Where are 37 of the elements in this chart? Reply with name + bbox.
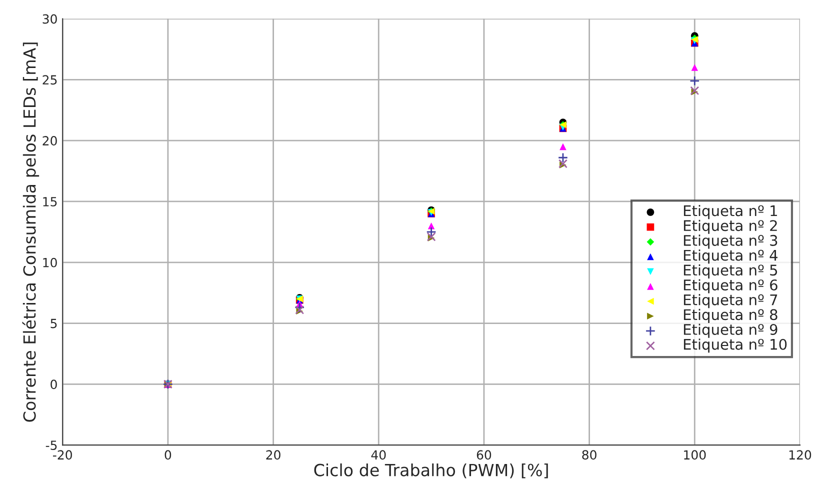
- x-axis-title: Ciclo de Trabalho (PWM) [%]: [314, 463, 548, 478]
- y-tick-label: 10: [43, 258, 57, 268]
- legend-label: Etiqueta nº 6: [684, 279, 778, 294]
- y-tick-label: 25: [42, 75, 57, 85]
- point: [560, 143, 566, 150]
- point: [558, 159, 568, 168]
- x-tick-label: 60: [476, 450, 492, 460]
- y-tick-label: 0: [50, 380, 57, 390]
- y-tick-label: 5: [50, 318, 57, 328]
- legend-label: Etiqueta nº 10: [684, 338, 787, 353]
- x-tick-label: 100: [684, 450, 706, 460]
- legend-label: Etiqueta nº 8: [684, 308, 778, 323]
- legend-label: Etiqueta nº 3: [684, 234, 778, 249]
- y-tick-label: 30: [42, 14, 57, 24]
- legend-label: Etiqueta nº 9: [684, 324, 778, 338]
- x-tick-label: 20: [266, 450, 280, 460]
- y-tick-label: 15: [43, 197, 57, 206]
- x-tick-label: 40: [371, 450, 386, 460]
- legend-label: Etiqueta nº 1: [684, 204, 777, 220]
- legend-label: Etiqueta nº 2: [684, 220, 777, 234]
- point: [691, 64, 698, 71]
- legend-label: Etiqueta nº 7: [684, 294, 778, 308]
- y-tick-label: 20: [42, 136, 57, 146]
- point: [558, 152, 568, 163]
- x-tick-label: 120: [789, 450, 812, 460]
- point: [295, 305, 304, 314]
- point: [690, 76, 700, 86]
- legend-label: Etiqueta nº 5: [684, 264, 778, 278]
- point: [426, 232, 436, 242]
- x-tick-label: 80: [582, 450, 596, 460]
- x-tick-label: 0: [164, 450, 172, 460]
- point: [294, 302, 305, 313]
- legend-label: Etiqueta nº 4: [684, 250, 778, 264]
- point: [426, 226, 436, 238]
- y-tick-label: -5: [46, 440, 57, 450]
- y-axis-title: Corrente Elétrica Consumida pelos LEDs [mA]: [22, 42, 40, 422]
- x-tick-label: -20: [53, 450, 72, 460]
